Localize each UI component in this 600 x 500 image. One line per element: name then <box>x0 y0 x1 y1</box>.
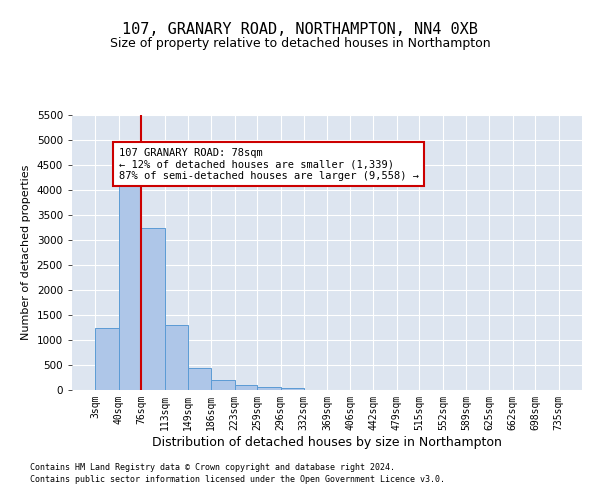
Bar <box>119 175 142 390</box>
Y-axis label: Number of detached properties: Number of detached properties <box>21 165 31 340</box>
X-axis label: Distribution of detached houses by size in Northampton: Distribution of detached houses by size … <box>152 436 502 448</box>
Bar <box>95 328 119 390</box>
Text: Contains public sector information licensed under the Open Government Licence v3: Contains public sector information licen… <box>30 474 445 484</box>
Bar <box>142 228 165 390</box>
Bar <box>281 388 304 390</box>
Text: 107, GRANARY ROAD, NORTHAMPTON, NN4 0XB: 107, GRANARY ROAD, NORTHAMPTON, NN4 0XB <box>122 22 478 38</box>
Text: 107 GRANARY ROAD: 78sqm
← 12% of detached houses are smaller (1,339)
87% of semi: 107 GRANARY ROAD: 78sqm ← 12% of detache… <box>119 148 419 180</box>
Bar <box>211 380 235 390</box>
Text: Contains HM Land Registry data © Crown copyright and database right 2024.: Contains HM Land Registry data © Crown c… <box>30 464 395 472</box>
Text: Size of property relative to detached houses in Northampton: Size of property relative to detached ho… <box>110 38 490 51</box>
Bar <box>257 386 281 390</box>
Bar <box>188 368 211 390</box>
Bar <box>235 385 257 390</box>
Bar <box>165 325 188 390</box>
